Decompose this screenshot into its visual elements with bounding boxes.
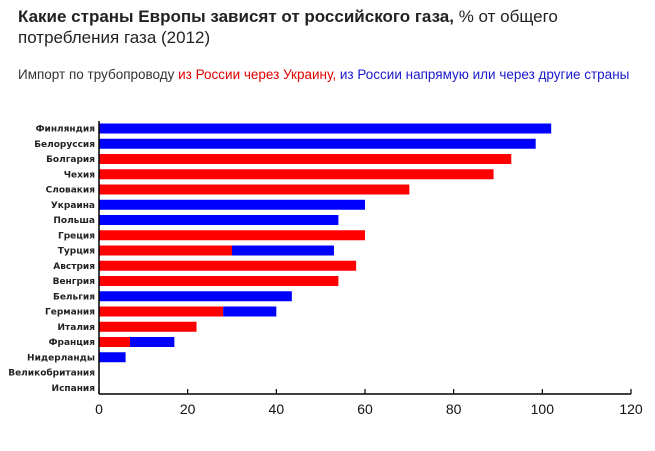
legend-text: Импорт по трубопроводу из России через У… bbox=[18, 64, 638, 85]
category-label: Белоруссия bbox=[34, 140, 95, 150]
category-label: Франция bbox=[49, 338, 96, 348]
bar-via-ukraine bbox=[99, 154, 512, 164]
category-label: Словакия bbox=[46, 186, 96, 196]
x-tick-label: 100 bbox=[531, 401, 555, 417]
category-label: Великобритания bbox=[8, 368, 95, 379]
bar-direct bbox=[99, 138, 536, 149]
legend-prefix: Импорт по трубопроводу bbox=[18, 67, 179, 82]
category-label: Бельгия bbox=[53, 292, 95, 302]
bar-via-ukraine bbox=[99, 337, 131, 347]
legend-via-ukraine: из России через Украину, bbox=[178, 67, 337, 82]
category-label: Нидерланды bbox=[27, 353, 95, 363]
bar-direct bbox=[223, 306, 277, 317]
bar-direct bbox=[99, 352, 126, 363]
category-label: Чехия bbox=[64, 170, 95, 180]
bar-via-ukraine bbox=[99, 306, 224, 317]
bar-direct bbox=[99, 291, 292, 302]
category-label: Турция bbox=[58, 247, 95, 257]
x-tick-label: 0 bbox=[95, 401, 103, 417]
category-label: Венгрия bbox=[53, 277, 96, 287]
bar-via-ukraine bbox=[99, 169, 494, 180]
bar-via-ukraine bbox=[99, 321, 197, 332]
x-tick-label: 60 bbox=[357, 401, 373, 417]
bar-via-ukraine bbox=[99, 260, 357, 271]
bar-via-ukraine bbox=[99, 245, 232, 256]
category-label: Болгария bbox=[46, 155, 95, 165]
x-tick-label: 120 bbox=[619, 401, 643, 417]
category-label: Италия bbox=[58, 323, 96, 333]
x-tick-label: 40 bbox=[269, 401, 285, 417]
bar-direct bbox=[232, 245, 334, 256]
chart-title: Какие страны Европы зависят от российско… bbox=[18, 6, 638, 48]
bar-via-ukraine bbox=[99, 276, 339, 286]
chart-title-bold: Какие страны Европы зависят от российско… bbox=[18, 7, 454, 26]
category-label: Финляндия bbox=[36, 125, 96, 135]
x-tick-label: 20 bbox=[180, 401, 196, 417]
category-label: Германия bbox=[45, 308, 95, 318]
bar-via-ukraine bbox=[99, 230, 365, 241]
legend-direct: из России напрямую или через другие стра… bbox=[339, 67, 630, 82]
category-label: Испания bbox=[52, 384, 96, 394]
bar-direct bbox=[130, 337, 175, 347]
category-label: Греция bbox=[58, 231, 95, 241]
category-label: Австрия bbox=[53, 262, 95, 272]
chart-title-rest: % от общего потребления газа (2012) bbox=[18, 7, 558, 47]
x-tick-label: 80 bbox=[446, 401, 462, 417]
category-label: Украина bbox=[51, 201, 95, 211]
bar-via-ukraine bbox=[99, 184, 410, 195]
category-label: Польша bbox=[53, 216, 95, 226]
bar-direct bbox=[99, 123, 552, 134]
bar-direct bbox=[99, 215, 339, 225]
bar-direct bbox=[99, 199, 365, 210]
